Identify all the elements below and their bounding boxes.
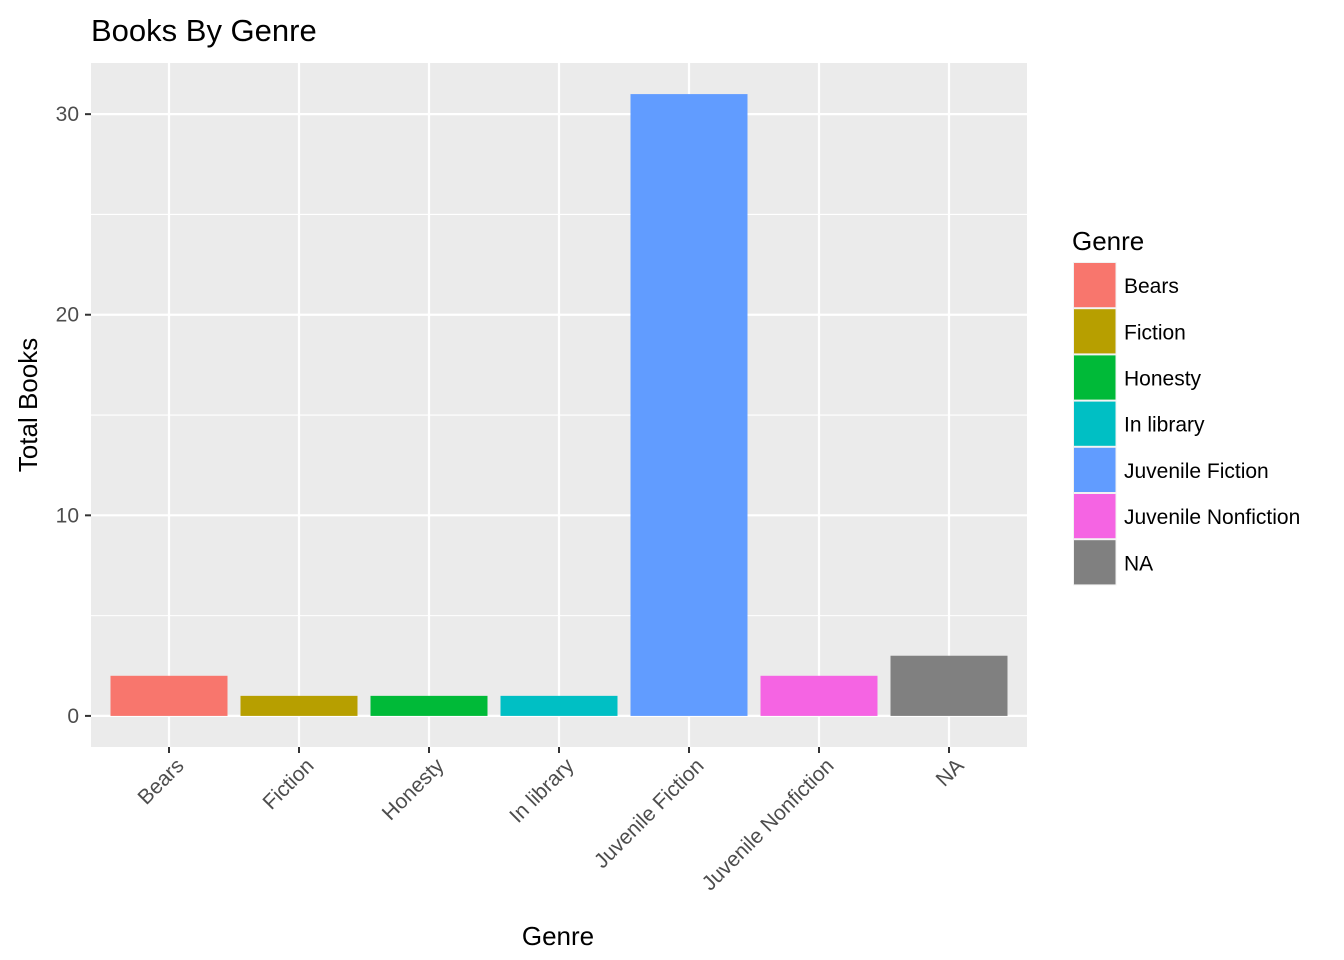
legend-item-fiction: Fiction — [1073, 308, 1186, 355]
legend-swatch — [1074, 494, 1116, 539]
major-gridlines — [91, 63, 1027, 747]
legend-items: Bears Fiction Honesty In library Juvenile Fi… — [1073, 262, 1300, 586]
legend-item-juvenile-fiction: Juvenile Fiction — [1073, 446, 1269, 493]
legend-item-honesty: Honesty — [1073, 354, 1202, 401]
bar-fiction — [240, 695, 358, 716]
legend-swatch — [1074, 540, 1116, 585]
bar-bears — [110, 675, 228, 716]
bar-honesty — [370, 695, 488, 716]
bar-na — [890, 655, 1008, 716]
legend-swatch — [1074, 263, 1116, 308]
x-tick-label: Bears — [133, 754, 188, 809]
legend-label: Juvenile Nonfiction — [1124, 506, 1300, 529]
legend-title: Genre — [1072, 226, 1144, 256]
legend-label: NA — [1124, 552, 1153, 575]
legend-swatch — [1074, 309, 1116, 354]
bar-in-library — [500, 695, 618, 716]
legend-label: Bears — [1124, 275, 1179, 298]
y-tick-label: 0 — [67, 705, 79, 728]
legend-swatch — [1074, 447, 1116, 492]
legend-item-na: NA — [1073, 539, 1153, 586]
legend-item-bears: Bears — [1073, 262, 1179, 309]
x-axis-title: Genre — [522, 921, 594, 951]
bar-juvenile-fiction — [630, 94, 748, 716]
x-tick-label: Juvenile Fiction — [590, 754, 709, 873]
legend-label: Fiction — [1124, 321, 1186, 344]
x-axis: Bears Fiction Honesty In library Juvenile Fi… — [133, 747, 969, 895]
bars — [110, 94, 1008, 716]
x-tick-label: In library — [505, 754, 579, 828]
legend-label: Juvenile Fiction — [1124, 460, 1269, 483]
x-tick-label: Fiction — [259, 754, 319, 814]
legend-label: Honesty — [1124, 368, 1202, 391]
y-axis: 0 10 20 30 — [56, 103, 91, 728]
legend-item-in-library: In library — [1073, 400, 1205, 447]
legend-item-juvenile-nonfiction: Juvenile Nonfiction — [1073, 493, 1300, 540]
legend: Genre Bears Fiction Honesty In library Juven… — [1072, 226, 1300, 586]
y-axis-title: Total Books — [13, 338, 43, 472]
bar-juvenile-nonfiction — [760, 675, 878, 716]
legend-label: In library — [1124, 414, 1205, 437]
y-tick-label: 10 — [56, 504, 79, 527]
x-tick-label: Juvenile Nonfiction — [698, 754, 839, 895]
x-tick-label: NA — [932, 754, 969, 791]
legend-swatch — [1074, 355, 1116, 400]
x-tick-label: Honesty — [378, 754, 449, 825]
y-tick-label: 30 — [56, 103, 79, 126]
y-tick-label: 20 — [56, 304, 79, 327]
chart-title: Books By Genre — [91, 13, 317, 48]
legend-swatch — [1074, 401, 1116, 446]
